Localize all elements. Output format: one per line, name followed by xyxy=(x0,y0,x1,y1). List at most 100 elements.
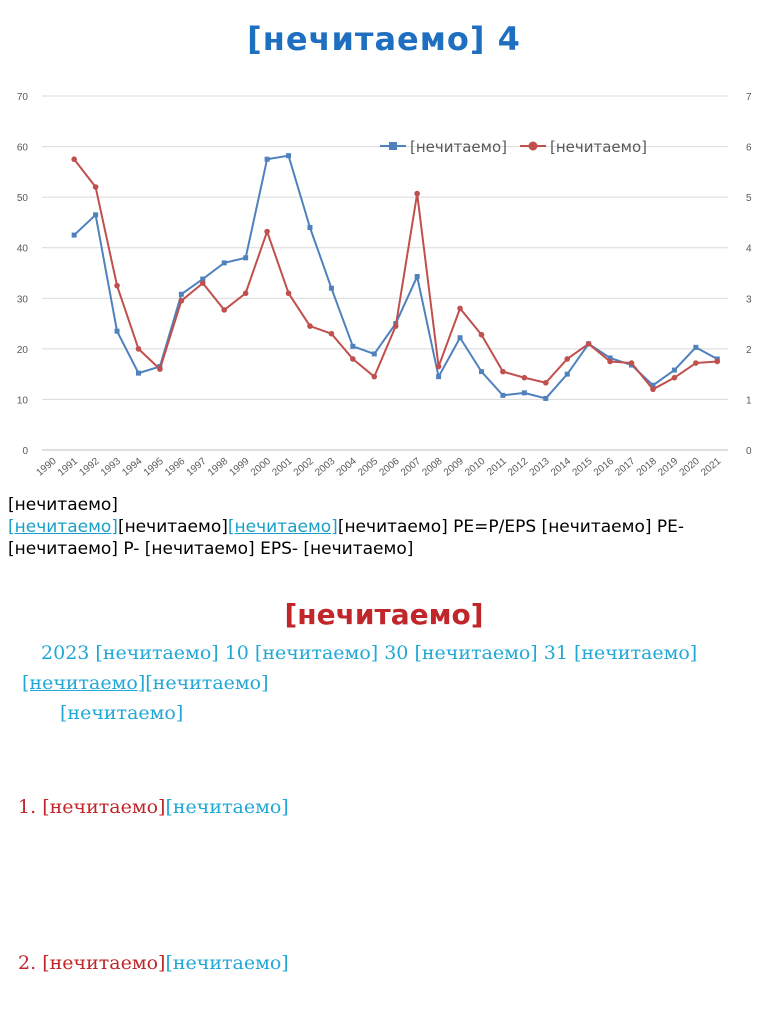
x-tick-label: 1996 xyxy=(163,456,187,479)
paragraph-1-text-b: [нечитаемо] xyxy=(145,672,269,694)
left-axis-ticks: 0 10 20 30 40 50 60 70 xyxy=(17,92,29,457)
x-tick-label: 2002 xyxy=(292,456,316,479)
list-item-2-number: 2. xyxy=(18,952,37,974)
legend-label-series-1: [нечитаемо] xyxy=(410,138,507,156)
right-tick-label: 1 xyxy=(746,395,752,406)
series-2-point xyxy=(564,356,571,362)
series-1-point xyxy=(564,371,570,377)
x-tick-label: 1993 xyxy=(99,456,123,479)
list-item-1: 1. [нечитаемо][нечитаемо] xyxy=(18,792,752,822)
x-tick-label: 1999 xyxy=(227,456,251,479)
series-1-point xyxy=(328,285,334,291)
left-tick-label: 20 xyxy=(17,345,29,356)
list-item-1-number: 1. xyxy=(18,796,37,818)
series-2-point xyxy=(693,360,699,366)
x-tick-label: 1990 xyxy=(35,456,59,479)
x-tick-label: 2021 xyxy=(699,456,723,479)
series-line-2 xyxy=(73,158,718,391)
series-2-point xyxy=(114,282,120,289)
right-tick-label: 3 xyxy=(746,294,752,305)
x-tick-label: 1995 xyxy=(142,456,166,479)
x-tick-label: 2011 xyxy=(485,456,509,479)
right-tick-label: 2 xyxy=(746,345,752,356)
chart-legend: [нечитаемо] [нечитаемо] xyxy=(380,138,647,156)
series-1-point xyxy=(71,232,77,238)
series-2-point xyxy=(221,307,228,313)
series-1-point xyxy=(414,274,420,280)
x-tick-label: 2006 xyxy=(378,456,402,479)
list-item-1-body: [нечитаемо] xyxy=(165,796,289,818)
series-2-point xyxy=(542,379,549,386)
footnote-text: [нечитаемо] xyxy=(117,517,228,537)
footnote-line-2: [нечитаемо][нечитаемо][нечитаемо][нечита… xyxy=(8,516,760,560)
right-tick-label: 4 xyxy=(746,244,752,255)
x-tick-label: 2001 xyxy=(270,456,294,479)
x-tick-label: 2000 xyxy=(249,456,273,479)
series-2-point xyxy=(92,184,99,190)
x-tick-label: 2008 xyxy=(420,456,444,479)
series-1-point xyxy=(371,351,377,357)
right-tick-label: 0 xyxy=(746,446,752,457)
series-1-point xyxy=(93,212,99,218)
legend-marker-series-2 xyxy=(528,141,538,151)
series-2-point xyxy=(307,323,313,329)
series-1-point xyxy=(135,370,141,376)
series-2-point xyxy=(500,368,506,375)
left-tick-label: 60 xyxy=(17,143,29,154)
x-tick-label: 2019 xyxy=(656,456,680,479)
series-1-point xyxy=(114,328,120,334)
x-tick-label: 2004 xyxy=(335,456,359,479)
series-1-point xyxy=(457,335,463,341)
series-1-point xyxy=(671,367,677,373)
series-2-point xyxy=(435,363,442,370)
footnote-link-1[interactable]: [нечитаемо] xyxy=(8,517,118,537)
x-tick-label: 1997 xyxy=(185,456,209,479)
series-2-point xyxy=(478,331,485,338)
x-tick-label: 2012 xyxy=(506,456,530,479)
series-1-point xyxy=(307,224,313,230)
x-tick-label: 1998 xyxy=(206,456,230,479)
series-2-point xyxy=(199,280,206,286)
x-tick-label: 2016 xyxy=(592,456,616,479)
left-tick-label: 10 xyxy=(17,395,29,406)
list-item-2: 2. [нечитаемо][нечитаемо] xyxy=(18,948,548,978)
series-2-point xyxy=(628,360,635,366)
paragraph-1: 2023 [нечитаемо] 10 [нечитаемо] 30 [нечи… xyxy=(22,638,752,698)
series-2-point xyxy=(242,290,249,297)
series-1-point xyxy=(650,382,656,388)
series-1-point xyxy=(264,156,270,162)
series-2-point xyxy=(178,298,185,304)
series-2-point xyxy=(521,374,528,381)
series-2-point xyxy=(71,156,77,163)
series-1-point xyxy=(478,369,484,375)
left-tick-label: 50 xyxy=(17,193,29,204)
x-tick-label: 2018 xyxy=(635,456,659,479)
series-2-point xyxy=(328,330,335,337)
series-2-point xyxy=(414,190,420,197)
paragraph-1-underlined[interactable]: [нечитаемо] xyxy=(22,672,146,694)
series-1-point xyxy=(286,153,292,159)
chart-footnote: [нечитаемо] [нечитаемо][нечитаемо][нечит… xyxy=(8,494,760,560)
footnote-link-2[interactable]: [нечитаемо] xyxy=(227,517,338,537)
list-item-2-heading: [нечитаемо] xyxy=(42,952,166,974)
series-2-point xyxy=(607,358,613,365)
series-1-point xyxy=(693,344,699,350)
series-2-point xyxy=(671,374,678,381)
right-tick-label: 6 xyxy=(746,143,752,154)
series-2-point xyxy=(650,386,656,393)
x-tick-label: 2020 xyxy=(678,456,702,479)
left-tick-label: 70 xyxy=(17,92,29,103)
series-1-point xyxy=(221,260,227,266)
x-tick-label: 1991 xyxy=(56,456,80,479)
x-tick-label: 2014 xyxy=(549,456,573,479)
series-2-point xyxy=(285,290,292,297)
x-tick-label: 1992 xyxy=(77,456,101,479)
paragraph-2: [нечитаемо] xyxy=(22,698,752,728)
x-tick-label: 1994 xyxy=(120,456,144,479)
x-tick-label: 2007 xyxy=(399,456,423,479)
x-tick-label: 2005 xyxy=(356,456,380,479)
series-1-point xyxy=(436,374,442,380)
page-title: [нечитаемо] 4 xyxy=(247,20,521,58)
right-axis-ticks: 0 1 2 3 4 5 6 7 xyxy=(746,92,752,457)
